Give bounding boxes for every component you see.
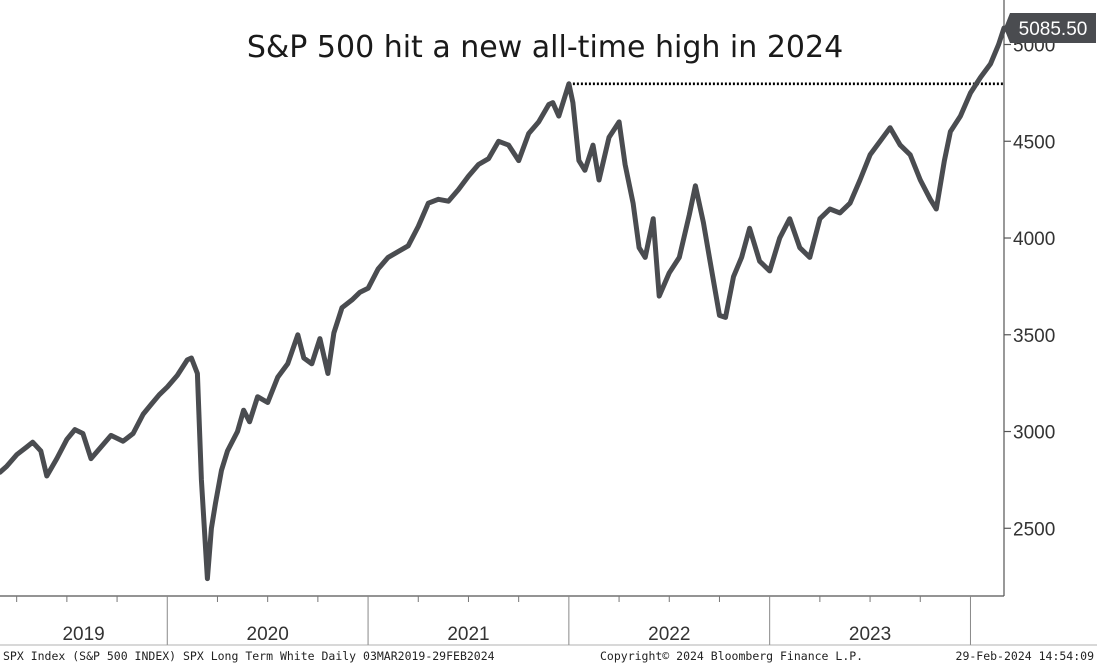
footer-source: SPX Index (S&P 500 INDEX) SPX Long Term … xyxy=(3,649,495,663)
x-year-label-2023: 2023 xyxy=(849,624,891,645)
footer-copyright: Copyright© 2024 Bloomberg Finance L.P. xyxy=(600,649,863,663)
x-year-label-2020: 2020 xyxy=(247,624,289,645)
x-axis-year-labels: 2019 2020 2021 2022 2023 xyxy=(62,624,891,645)
y-tick-label-3000: 3000 xyxy=(1013,423,1055,444)
chart-title: S&P 500 hit a new all-time high in 2024 xyxy=(247,30,843,65)
x-year-label-2019: 2019 xyxy=(62,624,104,645)
y-tick-label-2500: 2500 xyxy=(1013,519,1055,540)
last-value-label: 5085.50 xyxy=(1004,12,1096,43)
footer-timestamp: 29-Feb-2024 14:54:09 xyxy=(956,649,1095,663)
last-value-label-background xyxy=(1004,12,1096,43)
y-tick-label-4000: 4000 xyxy=(1013,229,1055,250)
x-year-label-2022: 2022 xyxy=(648,624,690,645)
last-value-label-text: 5085.50 xyxy=(1019,19,1088,40)
spx-price-line xyxy=(0,25,1007,582)
y-tick-label-3500: 3500 xyxy=(1013,326,1055,347)
y-tick-label-4500: 4500 xyxy=(1013,132,1055,153)
x-axis-ticks xyxy=(16,596,971,645)
x-year-label-2021: 2021 xyxy=(447,624,489,645)
